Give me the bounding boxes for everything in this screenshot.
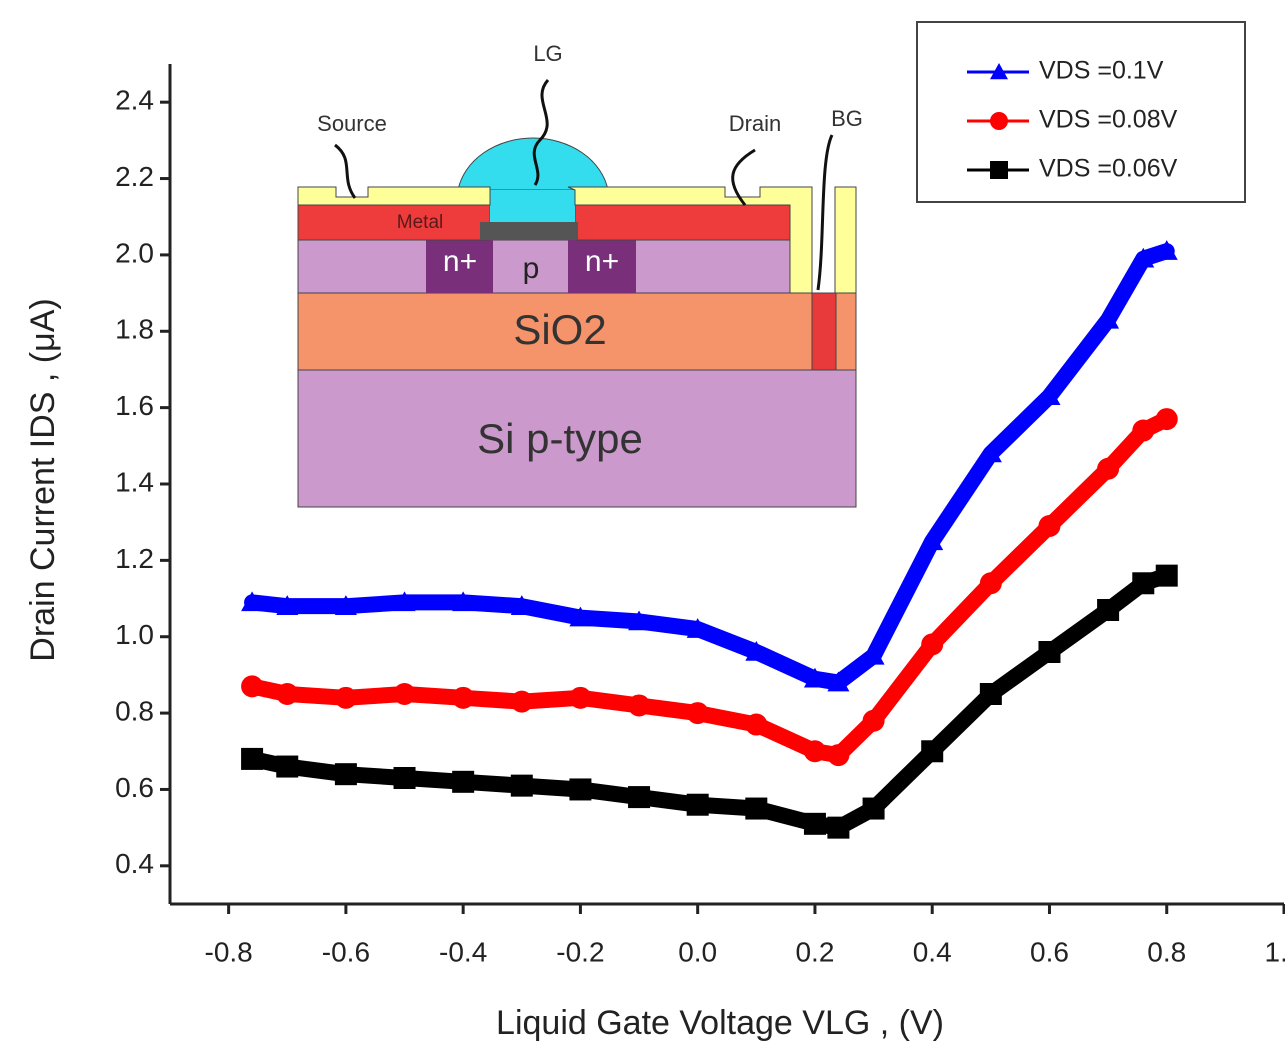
inset-label: Si p-type: [477, 415, 643, 462]
wire: [335, 145, 355, 198]
marker: [569, 687, 591, 709]
y-tick-label: 1.8: [115, 314, 154, 345]
page: {"chart_data":{"type":"line", "x_label":…: [0, 0, 1285, 1055]
y-axis-label: Drain Current IDS , (μA): [24, 298, 62, 661]
marker: [628, 786, 650, 808]
marker: [863, 798, 885, 820]
marker: [452, 687, 474, 709]
inset-label: LG: [533, 41, 562, 66]
marker: [511, 691, 533, 713]
x-tick-label: 1.0: [1265, 936, 1285, 967]
y-tick-label: 0.8: [115, 695, 154, 726]
passivation: [835, 187, 856, 293]
metal-left: [298, 205, 490, 240]
marker: [1156, 408, 1178, 430]
marker: [276, 683, 298, 705]
legend-label: VDS =0.1V: [1039, 57, 1164, 85]
inset-label: Metal: [397, 212, 443, 233]
marker: [1097, 599, 1119, 621]
x-tick-label: 0.6: [1030, 936, 1069, 967]
marker: [241, 748, 263, 770]
x-tick-label: -0.2: [556, 936, 604, 967]
bg-contact: [812, 293, 836, 370]
legend-marker: [990, 161, 1008, 179]
wire: [818, 135, 832, 290]
inset-label: Drain: [729, 111, 782, 136]
y-tick-label: 1.6: [115, 390, 154, 421]
x-tick-label: 0.2: [795, 936, 834, 967]
marker: [452, 771, 474, 793]
inset-label: n+: [443, 245, 477, 278]
inset-label: BG: [831, 106, 863, 131]
x-tick-label: 0.0: [678, 936, 717, 967]
marker: [745, 714, 767, 736]
inset-label: SiO2: [513, 306, 606, 353]
marker: [569, 778, 591, 800]
inset-diagram: LG Source Drain BG Metal n+ p n+ SiO2 Si…: [298, 41, 863, 507]
marker: [804, 740, 826, 762]
silicon-layer: [298, 240, 790, 293]
y-tick-label: 1.0: [115, 619, 154, 650]
marker: [980, 683, 1002, 705]
passivation: [298, 187, 490, 205]
marker: [1132, 572, 1154, 594]
inset-label: Source: [317, 111, 387, 136]
marker: [276, 756, 298, 778]
marker: [863, 710, 885, 732]
marker: [804, 813, 826, 835]
marker: [394, 767, 416, 789]
y-tick-label: 0.6: [115, 772, 154, 803]
marker: [1038, 515, 1060, 537]
marker: [1038, 641, 1060, 663]
marker: [827, 744, 849, 766]
chart: LG Source Drain BG Metal n+ p n+ SiO2 Si…: [0, 0, 1285, 1055]
marker: [335, 687, 357, 709]
marker: [335, 763, 357, 785]
marker: [628, 694, 650, 716]
legend-label: VDS =0.08V: [1039, 106, 1178, 134]
x-tick-label: -0.6: [322, 936, 370, 967]
y-tick-label: 1.4: [115, 466, 154, 497]
marker: [1097, 458, 1119, 480]
x-axis-label: Liquid Gate Voltage VLG , (V): [496, 1004, 944, 1042]
marker: [745, 798, 767, 820]
marker: [921, 740, 943, 762]
x-tick-label: -0.4: [439, 936, 487, 967]
metal-right: [575, 205, 790, 240]
x-tick-label: -0.8: [205, 936, 253, 967]
marker: [687, 702, 709, 724]
inset-label: n+: [585, 245, 619, 278]
y-tick-label: 1.2: [115, 543, 154, 574]
legend-marker: [990, 112, 1008, 130]
marker: [827, 817, 849, 839]
marker: [511, 775, 533, 797]
gate-oxide: [480, 222, 578, 240]
marker: [1132, 420, 1154, 442]
y-tick-label: 2.4: [115, 85, 154, 116]
inset-label: p: [523, 252, 540, 285]
marker: [687, 794, 709, 816]
marker: [1156, 565, 1178, 587]
marker: [980, 572, 1002, 594]
x-tick-label: 0.4: [913, 936, 952, 967]
y-tick-label: 2.2: [115, 161, 154, 192]
y-tick-label: 2.0: [115, 237, 154, 268]
liquid-drop: [490, 190, 575, 222]
marker: [394, 683, 416, 705]
legend-label: VDS =0.06V: [1039, 155, 1178, 183]
y-tick-label: 0.4: [115, 848, 154, 879]
x-tick-label: 0.8: [1147, 936, 1186, 967]
marker: [921, 633, 943, 655]
marker: [241, 675, 263, 697]
liquid-drop: [458, 138, 608, 190]
